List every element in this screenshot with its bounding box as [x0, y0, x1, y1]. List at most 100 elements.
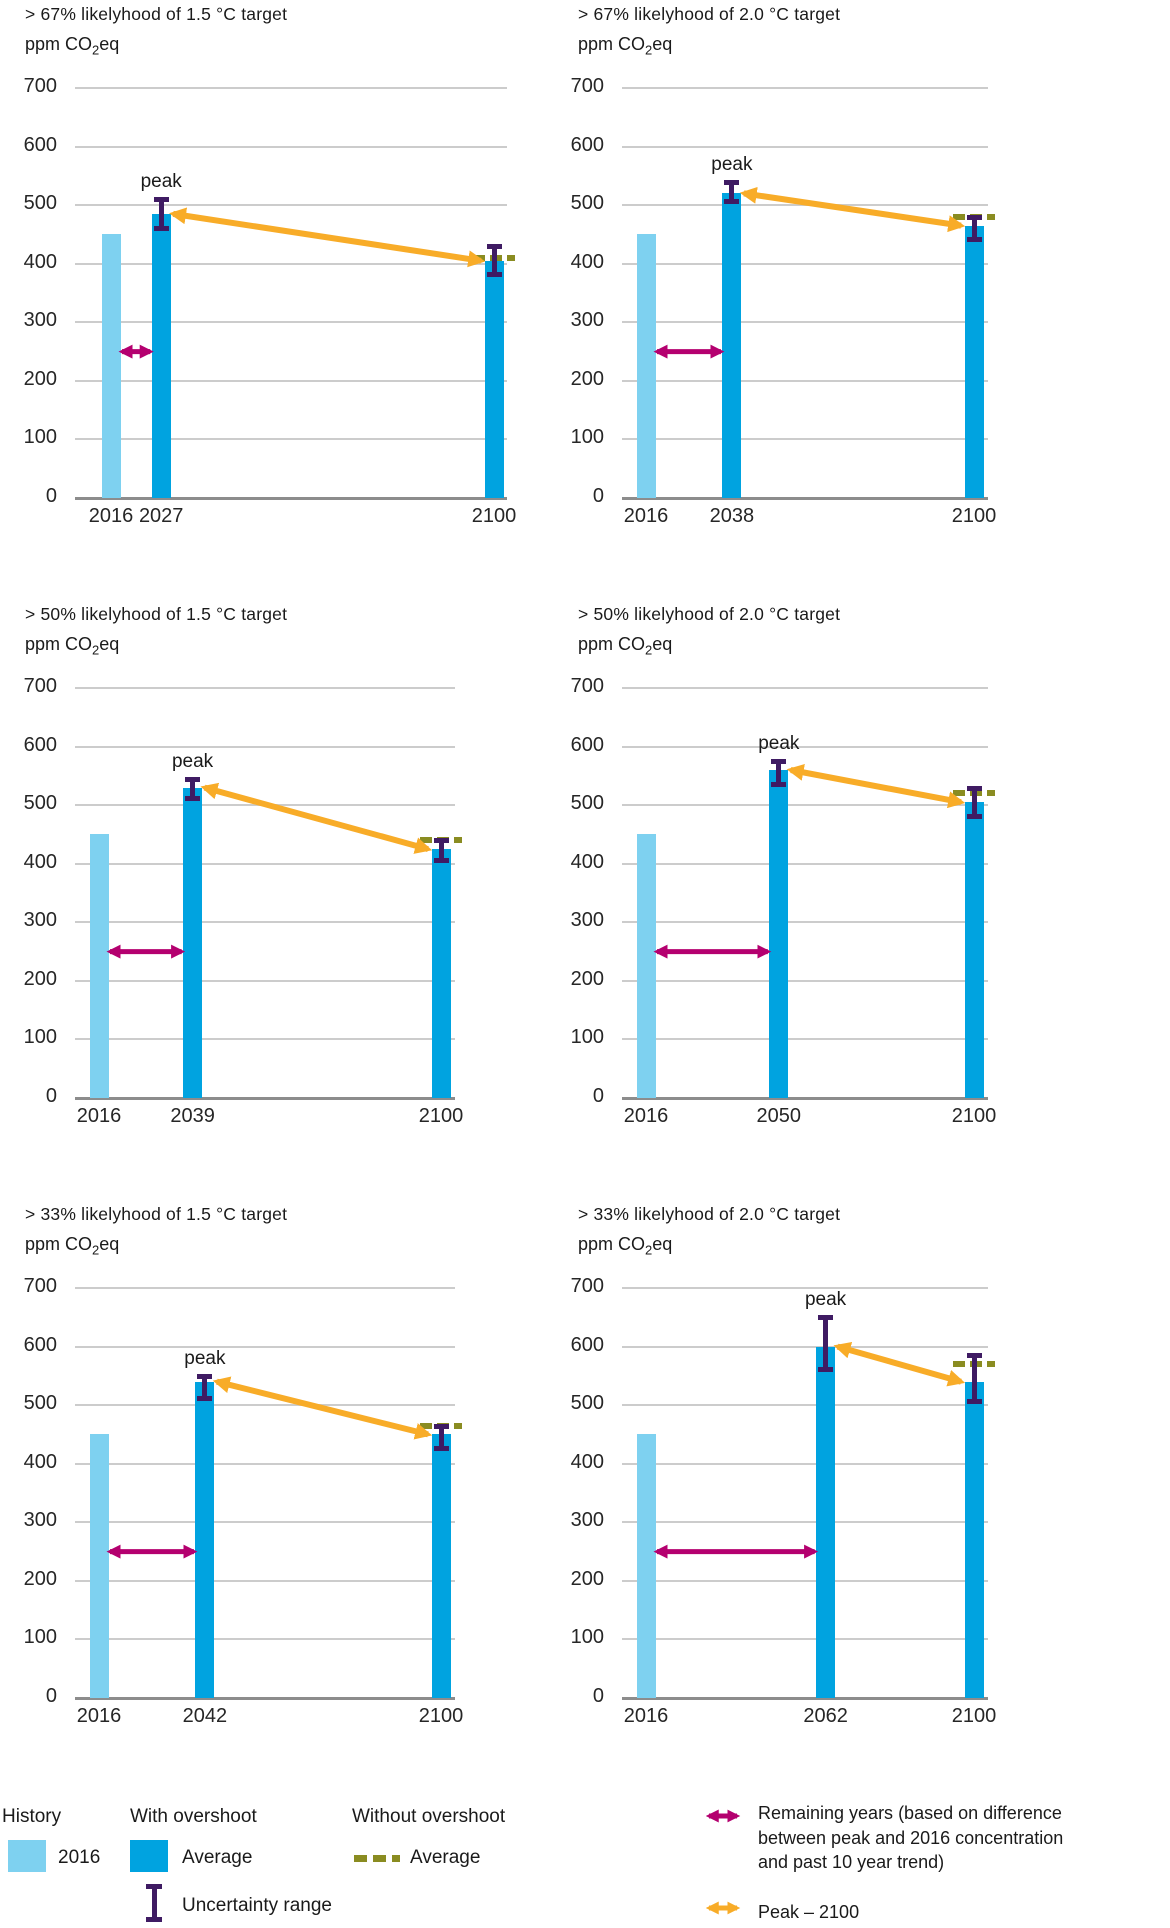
- peak-uncertainty-stem: [190, 778, 196, 800]
- peak-2100-arrow: [786, 764, 966, 809]
- gridline-600: [75, 145, 507, 148]
- y-axis-unit-sub: 2: [645, 1242, 653, 1258]
- y-tick-label: 100: [23, 1626, 57, 1649]
- y-tick-label: 0: [45, 1685, 57, 1707]
- gridline-400: [622, 862, 988, 865]
- end-2100-uncertainty-stem: [971, 216, 977, 241]
- bar-2100: [964, 802, 984, 1098]
- history-2016-swatch: [8, 1840, 46, 1872]
- y-tick-label: 0: [592, 1685, 604, 1707]
- chart-title: > 33% likelyhood of 2.0 °C target: [578, 1204, 841, 1224]
- x-axis-line: [622, 1697, 988, 1700]
- peak-2100-arrow: [212, 1376, 433, 1440]
- y-tick-label: 500: [570, 192, 604, 215]
- y-tick-label: 400: [570, 850, 604, 873]
- end-2100-uncertainty-stem: [438, 840, 444, 861]
- y-tick-label: 500: [23, 192, 57, 215]
- x-tick-label: 2100: [951, 1105, 997, 1127]
- y-tick-label: 100: [570, 426, 604, 449]
- gridline-600: [622, 1345, 988, 1348]
- bar-peak: [769, 770, 789, 1098]
- end-2100-uncertainty-stem: [971, 787, 977, 817]
- legend-without-overshoot-average-label: Average: [410, 1847, 481, 1868]
- x-tick-label: 2062: [803, 1705, 848, 1727]
- gridline-600: [622, 145, 988, 148]
- y-tick-label: 400: [570, 250, 604, 273]
- peak-uncertainty-stem: [823, 1317, 829, 1370]
- gridline-400: [622, 262, 988, 265]
- x-tick-label: 2016: [623, 505, 669, 527]
- y-axis-unit-label: ppm CO2eq: [578, 34, 672, 58]
- gridline-100: [622, 438, 988, 441]
- uncertainty-icon-stem: [151, 1884, 157, 1922]
- peak-uncertainty-stem: [158, 199, 164, 229]
- gridline-200: [622, 1579, 988, 1582]
- x-axis-line: [75, 497, 507, 500]
- end-2100-uncertainty-cap-bottom: [433, 857, 449, 863]
- peak-annotation: peak: [711, 153, 753, 175]
- end-2100-uncertainty-stem: [438, 1425, 444, 1449]
- legend-history-2016-label: 2016: [58, 1847, 101, 1868]
- peak-2100-arrow: [200, 782, 433, 854]
- peak-uncertainty-cap-bottom: [185, 796, 201, 802]
- x-axis-line: [75, 1097, 455, 1100]
- y-tick-label: 500: [570, 792, 604, 815]
- gridline-500: [622, 804, 988, 807]
- peak-uncertainty-cap-bottom: [724, 199, 740, 205]
- y-axis-unit-post: eq: [99, 1234, 120, 1254]
- y-tick-label: 100: [570, 1626, 604, 1649]
- y-axis-unit-sub: 2: [92, 642, 100, 658]
- x-axis-line: [75, 1697, 455, 1700]
- chart-33pct-1p5c: > 33% likelyhood of 1.5 °C target ppm CO…: [0, 1200, 585, 1775]
- y-axis-unit-sub: 2: [92, 1242, 100, 1258]
- bar-2100: [431, 849, 451, 1098]
- gridline-500: [75, 804, 455, 807]
- peak-2100-arrow: [739, 186, 966, 233]
- gridline-200: [75, 379, 507, 382]
- x-tick-label: 2016: [623, 1105, 669, 1127]
- chart-title: > 50% likelyhood of 1.5 °C target: [25, 604, 288, 624]
- gridline-200: [622, 979, 988, 982]
- gridline-300: [622, 921, 988, 924]
- gridline-600: [75, 1345, 455, 1348]
- bar-2016: [636, 1434, 656, 1698]
- end-2100-uncertainty-cap-bottom: [966, 237, 982, 243]
- y-axis-unit-pre: ppm CO: [578, 634, 646, 654]
- end-2100-uncertainty-stem: [971, 1355, 977, 1403]
- gridline-200: [622, 379, 988, 382]
- y-tick-label: 200: [23, 967, 57, 990]
- y-axis-unit-post: eq: [99, 634, 120, 654]
- x-tick-label: 2100: [418, 1705, 464, 1727]
- peak-2100-arrow: [168, 207, 486, 268]
- chart-33pct-2p0c: > 33% likelyhood of 2.0 °C target ppm CO…: [560, 1200, 1170, 1775]
- y-tick-label: 100: [570, 1026, 604, 1049]
- bar-peak: [816, 1346, 836, 1698]
- legend-remaining-years-text: Remaining years (based on difference bet…: [758, 1803, 1064, 1872]
- y-axis-unit-label: ppm CO2eq: [25, 1234, 119, 1258]
- bar-peak: [195, 1381, 215, 1698]
- bar-peak: [183, 787, 203, 1098]
- bar-2016: [101, 234, 121, 498]
- y-tick-label: 300: [570, 909, 604, 932]
- gridline-100: [622, 1638, 988, 1641]
- chart-50pct-1p5c: > 50% likelyhood of 1.5 °C target ppm CO…: [0, 600, 585, 1175]
- y-tick-label: 300: [23, 309, 57, 332]
- gridline-600: [622, 745, 988, 748]
- y-tick-label: 500: [23, 1392, 57, 1415]
- y-axis-unit-post: eq: [652, 634, 673, 654]
- y-tick-label: 600: [23, 133, 57, 156]
- y-axis-unit-pre: ppm CO: [25, 634, 93, 654]
- plot-area: 700 600 500 400 300 200 100 0 peak 2016 2027 2100: [0, 0, 585, 575]
- y-tick-label: 600: [570, 1333, 604, 1356]
- chart-50pct-2p0c: > 50% likelyhood of 2.0 °C target ppm CO…: [560, 600, 1170, 1175]
- y-axis-unit-label: ppm CO2eq: [25, 34, 119, 58]
- gridline-300: [622, 1521, 988, 1524]
- y-tick-label: 700: [570, 675, 604, 697]
- x-tick-label: 2050: [756, 1105, 802, 1127]
- legend-peak-2100-label: Peak – 2100: [758, 1902, 860, 1922]
- y-axis-unit-label: ppm CO2eq: [578, 634, 672, 658]
- gridline-700: [622, 87, 988, 89]
- y-axis-unit-sub: 2: [645, 642, 653, 658]
- y-tick-label: 300: [570, 309, 604, 332]
